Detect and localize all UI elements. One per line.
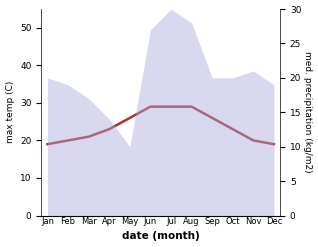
- Y-axis label: max temp (C): max temp (C): [5, 81, 15, 144]
- Y-axis label: med. precipitation (kg/m2): med. precipitation (kg/m2): [303, 51, 313, 173]
- X-axis label: date (month): date (month): [122, 231, 200, 242]
